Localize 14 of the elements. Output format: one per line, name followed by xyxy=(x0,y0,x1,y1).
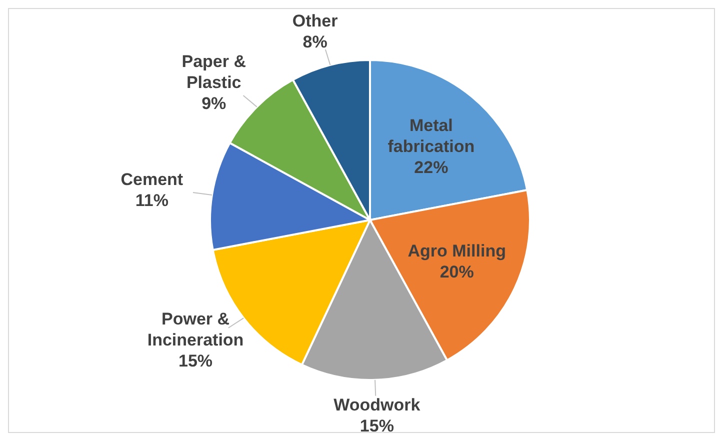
data-label: 11% xyxy=(135,190,168,210)
slice-label: Metal fabrication xyxy=(388,116,475,156)
slice-label: Agro Milling xyxy=(408,241,506,260)
slice-label: Paper & Plastic xyxy=(182,52,246,92)
slice-label: Cement xyxy=(120,170,184,189)
data-label: 9% xyxy=(202,94,226,113)
data-label: 15% xyxy=(178,352,213,371)
data-label: 20% xyxy=(440,262,474,282)
slice-label: Power & Incineration xyxy=(147,310,244,350)
data-label: 22% xyxy=(414,158,448,177)
slice-label: Other xyxy=(292,11,338,30)
data-label: 8% xyxy=(302,32,328,52)
slice-label: Woodwork xyxy=(334,396,421,415)
data-label: 15% xyxy=(360,416,394,436)
